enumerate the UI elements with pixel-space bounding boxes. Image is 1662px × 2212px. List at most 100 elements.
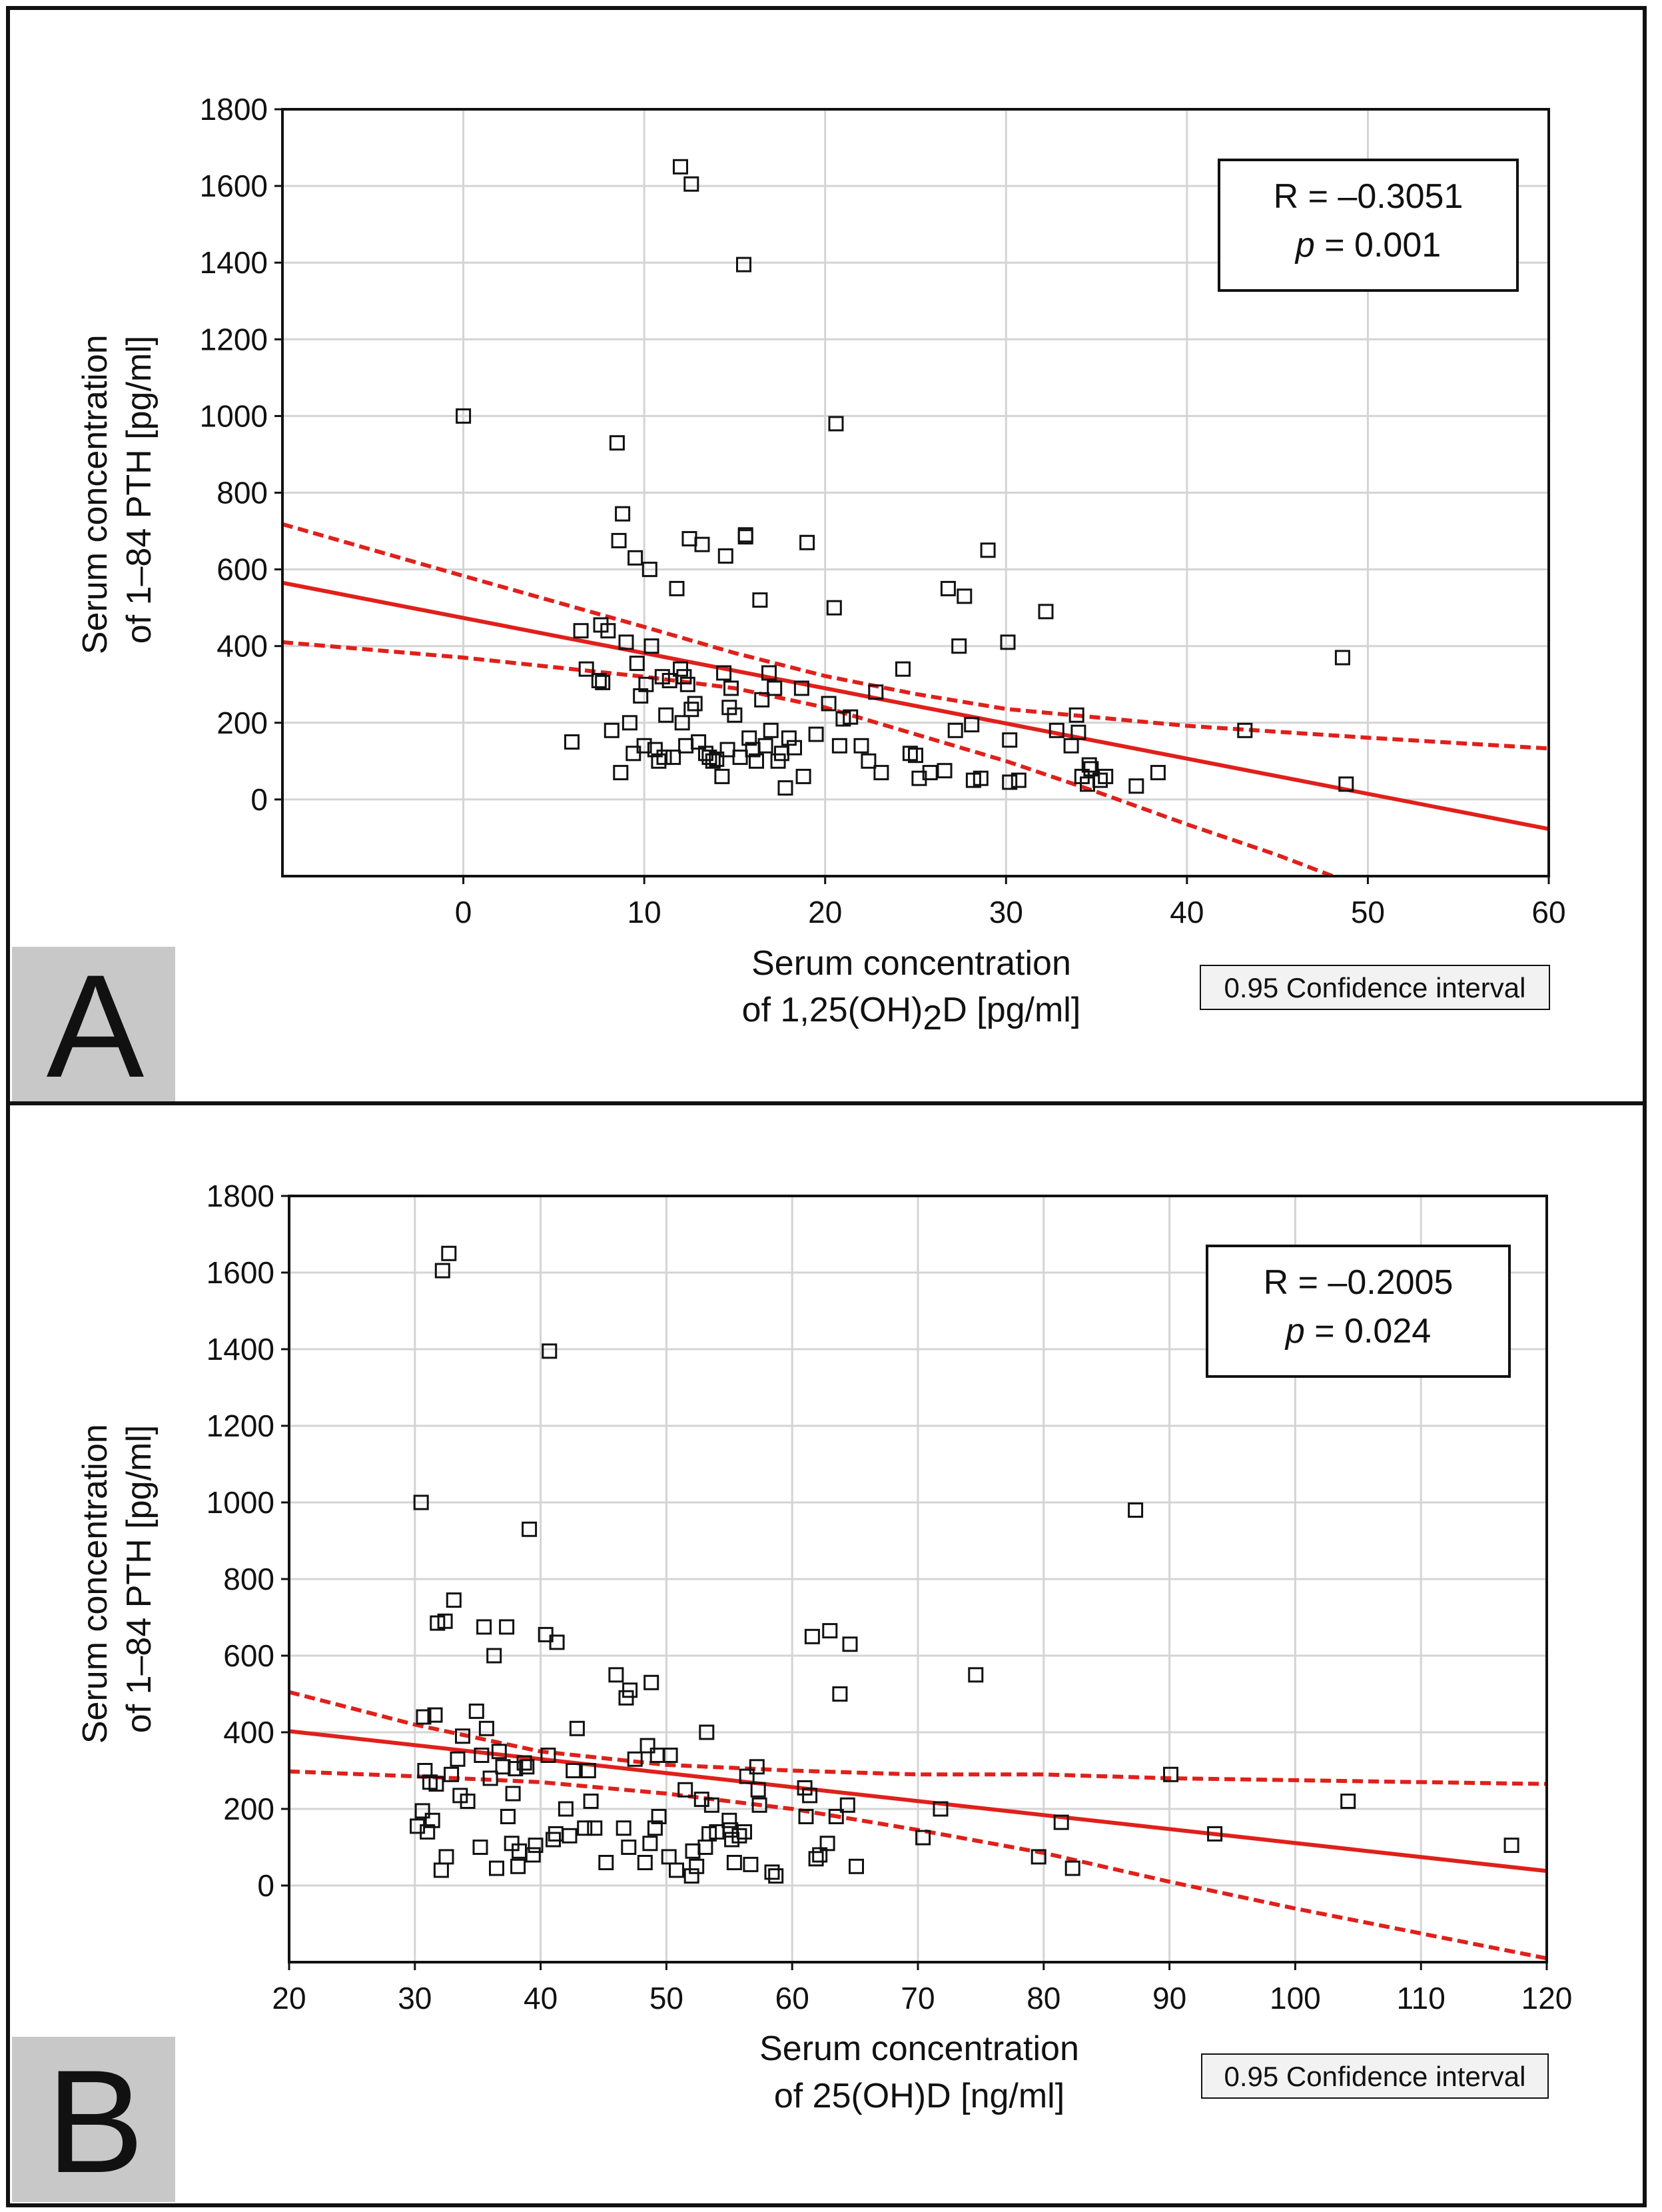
panel-a-data-point bbox=[609, 435, 625, 451]
panel-a-data-point bbox=[951, 638, 967, 654]
panel-b-data-point bbox=[832, 1686, 848, 1702]
panel-a-data-point bbox=[937, 763, 953, 779]
panel-a-p-value: p = 0.001 bbox=[1294, 226, 1441, 265]
panel-a-data-point bbox=[1098, 768, 1114, 784]
panel-b-data-point bbox=[750, 1782, 766, 1798]
panel-b-data-point bbox=[726, 1855, 742, 1870]
panel-b-y-tick-label: 1400 bbox=[207, 1332, 274, 1367]
panel-b-stats-box bbox=[1206, 1245, 1511, 1378]
panel-b: 20 30 40 50 60 70 80 90 100 110 120020040060080010… bbox=[12, 1179, 1572, 2203]
panel-b-y-tick-label: 400 bbox=[223, 1715, 274, 1750]
panel-a-data-point bbox=[629, 656, 645, 672]
panel-b-regression bbox=[289, 1729, 1547, 1874]
panel-a-data-point bbox=[641, 562, 657, 578]
panel-b-data-point bbox=[1163, 1766, 1178, 1782]
panel-a-data-point bbox=[618, 634, 634, 650]
panel-a-data-point bbox=[736, 257, 751, 273]
panel-a-data-point bbox=[665, 750, 681, 766]
panel-b-ci-upper-line bbox=[289, 1690, 1547, 1786]
panel-a-data-point bbox=[754, 692, 770, 708]
panel-a-y-tick-label: 800 bbox=[216, 476, 268, 510]
panel-a-data-point bbox=[895, 661, 911, 677]
panel-b-data-point bbox=[621, 1840, 637, 1855]
panel-b-data-point bbox=[739, 1768, 755, 1784]
panel-b-data-point bbox=[768, 1868, 784, 1884]
panel-b-data-point bbox=[743, 1856, 759, 1872]
panel-a-data-point bbox=[456, 408, 472, 424]
panel-b-data-point bbox=[627, 1751, 643, 1767]
panel-b-data-point bbox=[639, 1738, 655, 1754]
panel-b-ci-legend-label: 0.95 Confidence interval bbox=[1224, 2061, 1526, 2092]
panel-b-data-point bbox=[476, 1619, 492, 1635]
panel-b-data-point bbox=[444, 1766, 460, 1782]
panel-a-ci-lower-line bbox=[282, 640, 1428, 876]
panel-b-y-tick-label: 1800 bbox=[207, 1179, 274, 1213]
panel-a-data-point bbox=[1002, 774, 1018, 790]
panel-a-data-point bbox=[727, 707, 743, 723]
panel-a-letter-box bbox=[12, 947, 175, 1101]
panel-a-letter: A bbox=[47, 944, 145, 1108]
panel-a-ci-legend-label: 0.95 Confidence interval bbox=[1224, 972, 1526, 1003]
panel-b-data-point bbox=[542, 1343, 558, 1359]
panel-a-data-point bbox=[687, 696, 703, 712]
panel-b-x-axis-label-line1: Serum concentration bbox=[759, 2029, 1079, 2068]
panel-a-y-tick-label: 1200 bbox=[200, 322, 268, 356]
panel-b-data-point bbox=[580, 1763, 596, 1778]
panel-a-ticks: 0 10 20 30 40 50 60020040060080010001200140016… bbox=[200, 92, 1566, 929]
panel-a-data-point bbox=[611, 532, 627, 548]
panel-a-data-point bbox=[705, 753, 721, 769]
panel-b-data-point bbox=[446, 1592, 462, 1608]
panel-b-y-tick-label: 0 bbox=[257, 1868, 274, 1903]
panel-a-data-point bbox=[1048, 722, 1064, 738]
panel-a-data-point bbox=[957, 588, 973, 604]
panel-b-data-point bbox=[416, 1709, 432, 1725]
panel-a-data-point bbox=[591, 673, 607, 688]
panel-b-y-tick-label: 800 bbox=[223, 1562, 274, 1596]
panel-b-x-tick-label: 70 bbox=[901, 1981, 935, 2015]
panel-a-stats-box bbox=[1218, 159, 1519, 292]
panel-b-data-point bbox=[414, 1803, 430, 1819]
panel-a-y-tick-label: 200 bbox=[216, 706, 268, 740]
panel-b-data-point bbox=[577, 1820, 593, 1836]
panel-a-data-point bbox=[573, 623, 589, 639]
panel-a-data-point bbox=[831, 738, 847, 754]
panel-b-data-point bbox=[828, 1809, 844, 1824]
panel-a-data-point bbox=[1011, 772, 1027, 788]
panel-b-data-point bbox=[489, 1860, 504, 1876]
panel-b-data-point bbox=[510, 1858, 526, 1874]
panel-b-data-point bbox=[915, 1830, 931, 1846]
panel-b-data-point bbox=[622, 1682, 638, 1698]
panel-b-x-tick-label: 50 bbox=[649, 1981, 683, 2015]
panel-a-data-point bbox=[861, 753, 877, 769]
figure-frame bbox=[6, 6, 1647, 2207]
panel-b-data-point bbox=[749, 1759, 765, 1775]
panel-b-data-point bbox=[608, 1667, 624, 1683]
panel-a-data-point bbox=[826, 600, 842, 616]
panel-b-data-point bbox=[1340, 1794, 1356, 1809]
panel-b-data-point bbox=[558, 1801, 574, 1817]
panel-b-data-point bbox=[699, 1724, 715, 1740]
panel-a-data-point bbox=[627, 550, 643, 566]
panel-a-y-tick-label: 400 bbox=[216, 629, 268, 664]
panel-a-data-point bbox=[643, 638, 659, 654]
panel-b-data-point bbox=[642, 1836, 658, 1852]
panel-b-ci-upper bbox=[289, 1690, 1547, 1786]
panel-a-data-point bbox=[787, 740, 802, 756]
panel-a-data-point bbox=[669, 580, 685, 596]
panel-a-data-point bbox=[578, 661, 594, 677]
panel-b-data-point bbox=[731, 1828, 747, 1844]
panel-b-r-value: R = –0.2005 bbox=[1264, 1263, 1454, 1302]
panel-b-data-point bbox=[516, 1755, 532, 1771]
panel-b-data-point bbox=[1031, 1849, 1046, 1865]
panel-a-y-tick-label: 1400 bbox=[200, 245, 268, 280]
panel-b-data-point bbox=[839, 1797, 855, 1813]
panel-b-data-point bbox=[968, 1667, 984, 1683]
panel-a-y-label-line2: of 1–84 PTH [pg/ml] bbox=[120, 336, 159, 644]
panel-a-points bbox=[456, 159, 1354, 796]
panel-a-p-label: p bbox=[1294, 226, 1315, 265]
panel-a-data-point bbox=[843, 709, 859, 725]
panel-b-data-point bbox=[669, 1862, 684, 1878]
panel-a-data-point bbox=[656, 750, 672, 766]
panel-a-data-point bbox=[651, 753, 667, 769]
